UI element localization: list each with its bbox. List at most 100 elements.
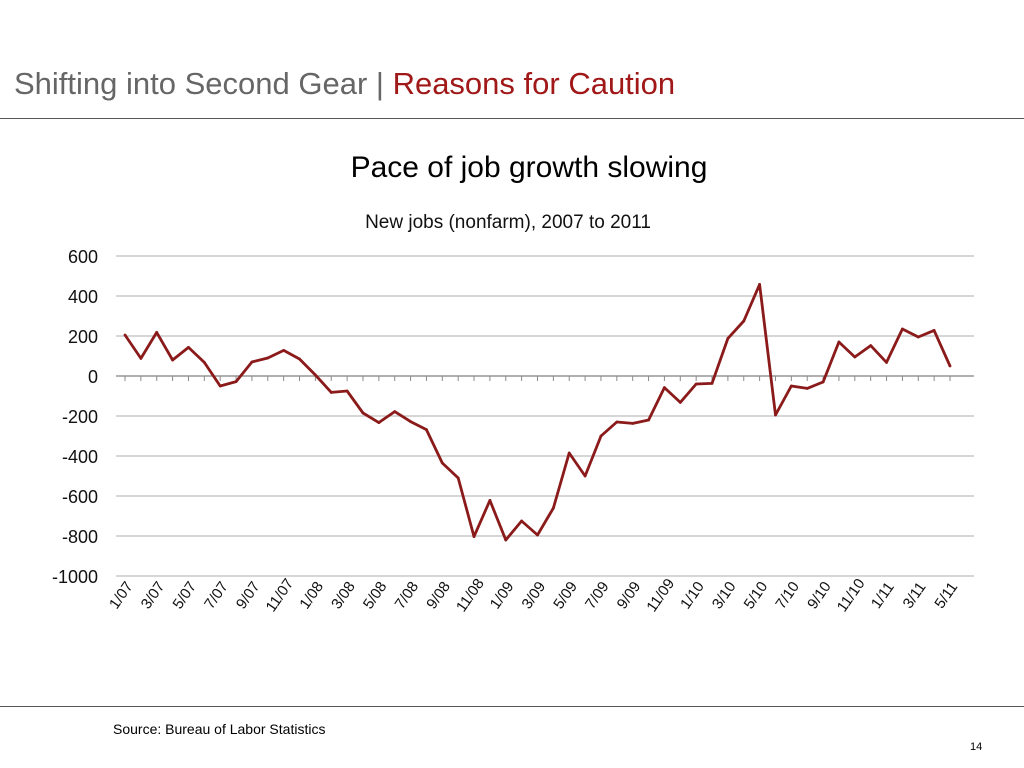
data-point (488, 499, 492, 502)
data-point (932, 329, 936, 332)
data-point (599, 434, 603, 438)
data-point (536, 533, 539, 537)
footer-divider (0, 706, 1024, 707)
data-point (456, 476, 460, 480)
data-point (329, 391, 333, 394)
data-point (234, 380, 238, 383)
page-number: 14 (970, 741, 983, 753)
data-point (742, 319, 746, 323)
y-tick-label: 200 (68, 327, 98, 347)
x-tick-label: 3/09 (518, 579, 549, 613)
y-tick-label: -200 (62, 407, 98, 427)
x-tick-label: 5/07 (169, 579, 200, 613)
x-tick-label: 7/07 (201, 579, 232, 613)
x-tick-label: 9/07 (233, 579, 264, 613)
y-tick-label: -400 (62, 447, 98, 467)
data-point (313, 373, 317, 377)
source-note: Source: Bureau of Labor Statistics (113, 721, 326, 737)
data-point (171, 358, 174, 362)
data-point (885, 361, 888, 364)
data-point (631, 422, 635, 425)
y-tick-label: 400 (68, 287, 98, 307)
x-tick-label: 1/10 (677, 579, 708, 613)
data-point (663, 386, 666, 389)
x-tick-label: 5/09 (550, 579, 581, 613)
data-point (393, 410, 397, 413)
data-point (425, 428, 428, 431)
data-point (916, 335, 920, 339)
data-point (726, 337, 730, 340)
data-point (361, 411, 365, 415)
data-point (710, 382, 714, 385)
x-tick-label: 3/11 (900, 579, 930, 612)
data-point (583, 474, 587, 478)
data-point (774, 413, 777, 417)
data-point (647, 418, 650, 422)
data-point (266, 356, 270, 360)
data-point (837, 340, 841, 344)
slide-title-main: Shifting into Second Gear | (14, 66, 393, 101)
x-tick-label: 11/10 (834, 576, 869, 616)
x-tick-label: 1/11 (868, 579, 898, 612)
x-tick-label: 11/09 (643, 576, 678, 616)
slide-subtitle: Pace of job growth slowing (350, 151, 708, 184)
data-point (345, 389, 349, 393)
y-tick-label: -800 (62, 527, 98, 547)
data-point (901, 327, 904, 331)
x-tick-label: 11/08 (453, 576, 488, 616)
x-tick-label: 7/09 (582, 579, 613, 613)
data-point (187, 346, 190, 349)
data-point (298, 357, 301, 361)
line-chart: New jobs (nonfarm), 2007 to 2011 600 400 2… (52, 212, 974, 616)
x-tick-label: 1/07 (106, 579, 137, 613)
data-point (805, 387, 809, 390)
x-tick-label: 11/07 (263, 576, 298, 616)
x-tick-label: 5/08 (360, 579, 391, 613)
data-point (694, 382, 698, 386)
y-tick-label: -1000 (52, 567, 98, 587)
data-point (504, 538, 508, 542)
data-point (520, 519, 524, 523)
series-line (123, 283, 952, 542)
slide-title: Shifting into Second Gear | Reasons for … (14, 68, 675, 99)
slide-title-accent: Reasons for Caution (392, 66, 676, 101)
data-point (440, 461, 444, 465)
data-point (123, 333, 127, 337)
data-point (678, 401, 682, 404)
y-tick-label: 0 (88, 367, 98, 387)
data-point (218, 384, 222, 388)
data-point (567, 451, 571, 455)
data-point (551, 506, 555, 510)
chart-title: New jobs (nonfarm), 2007 to 2011 (365, 212, 651, 233)
header-divider (0, 118, 1024, 119)
x-tick-label: 1/08 (296, 579, 327, 613)
data-point (409, 420, 412, 423)
x-tick-label: 9/09 (614, 579, 645, 613)
data-point (377, 421, 381, 424)
data-point (472, 535, 476, 538)
x-tick-label: 1/09 (487, 579, 518, 613)
data-point (139, 357, 143, 360)
y-tick-label: 600 (68, 247, 98, 267)
data-point (155, 331, 159, 334)
data-point (853, 355, 857, 359)
data-point (758, 283, 762, 286)
data-point (821, 380, 825, 384)
x-tick-label: 9/08 (423, 579, 454, 613)
x-tick-label: 9/10 (804, 579, 835, 613)
y-tick-label: -600 (62, 487, 98, 507)
x-tick-label: 3/07 (138, 579, 169, 613)
data-point (202, 361, 206, 364)
x-tick-label: 7/10 (772, 579, 803, 613)
data-point (869, 344, 873, 347)
x-tick-label: 5/10 (741, 579, 772, 613)
data-point (948, 364, 952, 368)
data-point (789, 384, 793, 388)
data-point (250, 360, 254, 364)
data-point (615, 420, 619, 424)
x-tick-label: 3/10 (709, 579, 740, 613)
x-tick-label: 5/11 (931, 579, 961, 612)
data-point (282, 349, 286, 352)
x-tick-label: 7/08 (392, 579, 423, 613)
x-tick-label: 3/08 (328, 579, 359, 613)
